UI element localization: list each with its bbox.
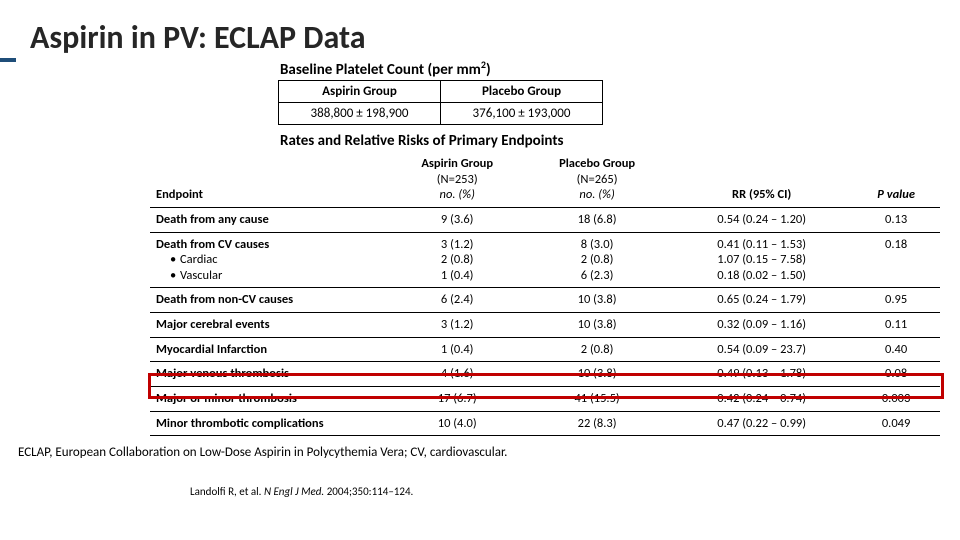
p-cell: 0.11 (852, 313, 940, 338)
citation-ital: N Engl J Med. (264, 485, 324, 498)
rr-cell: 0.65 (0.24 – 1.79) (671, 288, 852, 313)
p-cell: 0.18 (852, 232, 940, 288)
citation-b: 2004;350:114–124. (324, 485, 413, 498)
citation: Landolfi R, et al. N Engl J Med. 2004;35… (190, 485, 413, 498)
aspirin-header-c: no. (%) (440, 187, 475, 202)
baseline-header-row: Aspirin Group Placebo Group (279, 81, 603, 103)
pvalue-header: P value (852, 152, 940, 207)
slide-title: Aspirin in PV: ECLAP Data (30, 18, 366, 57)
table-row: Death from any cause9 (3.6)18 (6.8)0.54 … (150, 207, 940, 232)
endpoint-cell: Major cerebral events (150, 313, 391, 338)
baseline-title: Baseline Platelet Count (per mm2) (280, 58, 491, 79)
rr-cell: 0.42 (0.24 – 0.74) (671, 386, 852, 411)
endpoint-header: Endpoint (150, 152, 391, 207)
endpoint-cell: Myocardial Infarction (150, 337, 391, 362)
rr-cell: 0.47 (0.22 – 0.99) (671, 411, 852, 436)
baseline-table: Aspirin Group Placebo Group 388,800 ± 19… (278, 80, 603, 125)
placebo-header-c: no. (%) (579, 187, 614, 202)
p-cell: 0.003 (852, 386, 940, 411)
aspirin-group-header: Aspirin Group (279, 81, 441, 103)
p-cell: 0.13 (852, 207, 940, 232)
table-row: Minor thrombotic complications10 (4.0)22… (150, 411, 940, 436)
rr-cell: 0.54 (0.24 – 1.20) (671, 207, 852, 232)
table-row: Myocardial Infarction1 (0.4)2 (0.8)0.54 … (150, 337, 940, 362)
rr-cell: 0.32 (0.09 – 1.16) (671, 313, 852, 338)
endpoint-cell: Major or minor thrombosis (150, 386, 391, 411)
aspirin-header-a: Aspirin Group (421, 156, 493, 171)
endpoint-cell: Major venous thrombosis (150, 362, 391, 387)
placebo-header-b: (N=265) (577, 172, 618, 187)
rr-header: RR (95% CI) (671, 152, 852, 207)
p-cell: 0.049 (852, 411, 940, 436)
asp-cell: 3 (1.2)2 (0.8)1 (0.4) (391, 232, 523, 288)
rr-cell: 0.54 (0.09 – 23.7) (671, 337, 852, 362)
asp-cell: 17 (6.7) (391, 386, 523, 411)
citation-a: Landolfi R, et al. (190, 485, 264, 498)
placebo-header: Placebo Group (N=265) no. (%) (523, 152, 671, 207)
baseline-value-row: 388,800 ± 198,900 376,100 ± 193,000 (279, 103, 603, 125)
p-cell: 0.40 (852, 337, 940, 362)
endpoint-cell: Death from non-CV causes (150, 288, 391, 313)
table-row: Death from CV causes•Cardiac•Vascular3 (… (150, 232, 940, 288)
aspirin-header: Aspirin Group (N=253) no. (%) (391, 152, 523, 207)
placebo-header-a: Placebo Group (559, 156, 635, 171)
aspirin-header-b: (N=253) (437, 172, 478, 187)
asp-cell: 3 (1.2) (391, 313, 523, 338)
pla-cell: 10 (3.8) (523, 313, 671, 338)
pla-cell: 8 (3.0)2 (0.8)6 (2.3) (523, 232, 671, 288)
endpoint-cell: Death from CV causes•Cardiac•Vascular (150, 232, 391, 288)
placebo-group-header: Placebo Group (441, 81, 603, 103)
baseline-title-b: ) (486, 61, 491, 79)
endpoint-cell: Death from any cause (150, 207, 391, 232)
table-row: Major cerebral events3 (1.2)10 (3.8)0.32… (150, 313, 940, 338)
asp-cell: 4 (1.6) (391, 362, 523, 387)
pla-cell: 22 (8.3) (523, 411, 671, 436)
table-row: Major or minor thrombosis17 (6.7)41 (15.… (150, 386, 940, 411)
asp-cell: 1 (0.4) (391, 337, 523, 362)
p-cell: 0.08 (852, 362, 940, 387)
placebo-baseline-value: 376,100 ± 193,000 (441, 103, 603, 125)
p-cell: 0.95 (852, 288, 940, 313)
endpoint-cell: Minor thrombotic complications (150, 411, 391, 436)
pla-cell: 41 (15.5) (523, 386, 671, 411)
asp-cell: 10 (4.0) (391, 411, 523, 436)
pla-cell: 10 (3.8) (523, 362, 671, 387)
rr-cell: 0.41 (0.11 – 1.53)1.07 (0.15 – 7.58)0.18… (671, 232, 852, 288)
pla-cell: 18 (6.8) (523, 207, 671, 232)
aspirin-baseline-value: 388,800 ± 198,900 (279, 103, 441, 125)
table-row: Major venous thrombosis4 (1.6)10 (3.8)0.… (150, 362, 940, 387)
pla-cell: 2 (0.8) (523, 337, 671, 362)
rates-header-row: Endpoint Aspirin Group (N=253) no. (%) P… (150, 152, 940, 207)
baseline-title-a: Baseline Platelet Count (per mm (280, 61, 481, 79)
pla-cell: 10 (3.8) (523, 288, 671, 313)
rates-table: Endpoint Aspirin Group (N=253) no. (%) P… (150, 152, 940, 436)
asp-cell: 6 (2.4) (391, 288, 523, 313)
title-accent-bar (0, 58, 16, 62)
rates-title: Rates and Relative Risks of Primary Endp… (280, 132, 564, 150)
rr-cell: 0.49 (0.13 – 1.78) (671, 362, 852, 387)
asp-cell: 9 (3.6) (391, 207, 523, 232)
rates-body: Death from any cause9 (3.6)18 (6.8)0.54 … (150, 207, 940, 435)
table-row: Death from non-CV causes6 (2.4)10 (3.8)0… (150, 288, 940, 313)
footnote: ECLAP, European Collaboration on Low-Dos… (18, 445, 507, 460)
